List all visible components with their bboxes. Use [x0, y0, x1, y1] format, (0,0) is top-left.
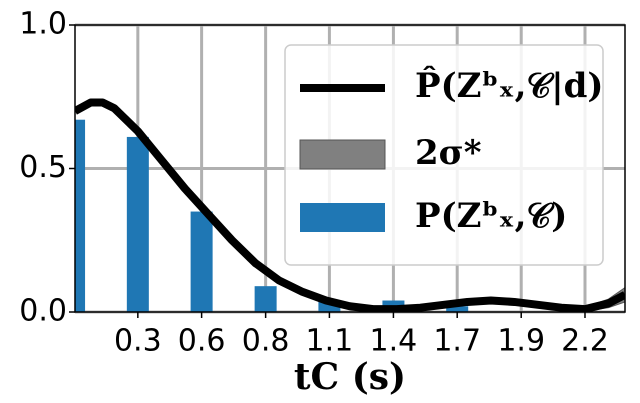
legend-label: P(Zᵇₓ,𝒞) — [415, 196, 567, 236]
x-tick-label: 1.1 — [306, 324, 354, 359]
x-tick-label: 1.7 — [433, 324, 481, 359]
bar — [190, 211, 213, 312]
x-tick-label: 0.6 — [178, 324, 226, 359]
line — [75, 98, 625, 312]
legend-label: 2σ* — [415, 133, 482, 173]
x-tick-label: 2.2 — [561, 324, 609, 359]
x-tick-label: 1.9 — [497, 324, 545, 359]
legend-band — [299, 139, 386, 170]
plot — [75, 98, 625, 312]
x-tick-label: 0.3 — [114, 324, 162, 359]
x-axis-label: tC (s) — [294, 356, 406, 398]
y-tick-label: 1.0 — [19, 7, 67, 42]
y-tick-label: 0.5 — [19, 150, 67, 185]
plot-frame — [74, 24, 626, 313]
bar — [318, 300, 341, 312]
legend-label: P̂(Zᵇₓ,𝒞|d) — [415, 65, 603, 106]
y-tick-label: 0.0 — [19, 294, 67, 329]
x-tick-label: 1.4 — [370, 324, 418, 359]
bar — [446, 306, 469, 312]
x-tick-label: 0.8 — [242, 324, 290, 359]
legend-bar — [300, 203, 385, 232]
bar — [126, 136, 149, 312]
bar — [254, 286, 277, 312]
bar — [75, 119, 86, 312]
